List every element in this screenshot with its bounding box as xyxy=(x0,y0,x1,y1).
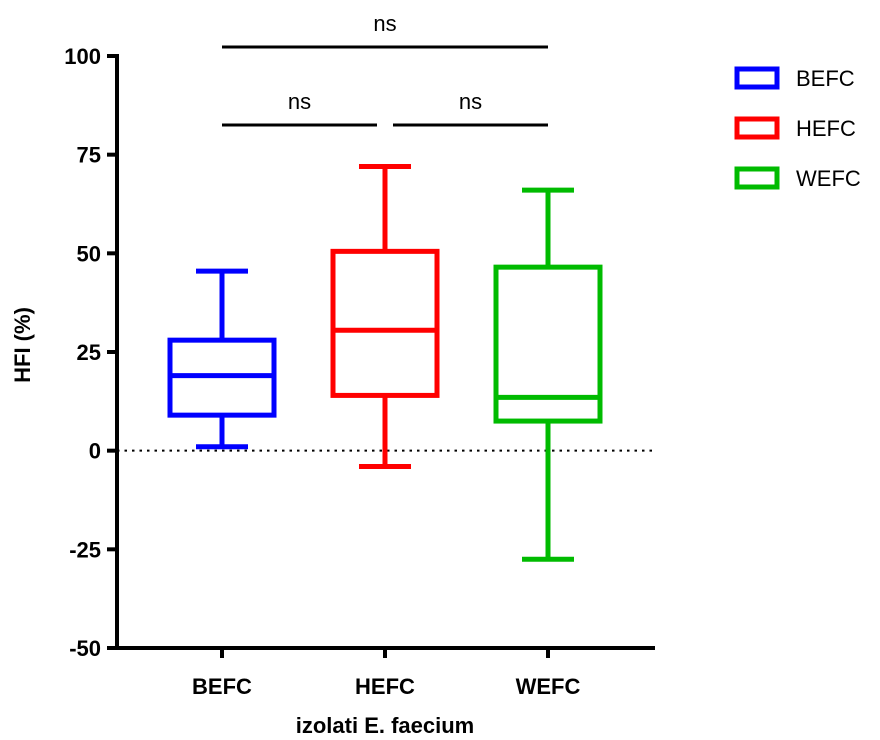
legend-item-hefc: HEFC xyxy=(734,116,856,141)
y-tick-label: 50 xyxy=(77,241,101,266)
y-tick-label: -50 xyxy=(69,636,101,661)
box-befc xyxy=(167,268,277,450)
y-tick-label: 75 xyxy=(77,143,101,168)
x-ticks: BEFC HEFC WEFC xyxy=(192,648,580,699)
legend-label: BEFC xyxy=(796,66,855,91)
legend-swatch xyxy=(734,116,780,140)
y-tick-label: -25 xyxy=(69,537,101,562)
x-tick-label: BEFC xyxy=(192,674,252,699)
legend-swatch xyxy=(734,166,780,190)
axes: 100 75 50 25 0 -25 -50 BEFC HEFC WEFC xyxy=(64,44,655,699)
legend: BEFC HEFC WEFC xyxy=(734,66,861,191)
x-tick-label: HEFC xyxy=(355,674,415,699)
significance-brackets: ns ns ns xyxy=(222,11,548,127)
iqr-box xyxy=(330,248,440,398)
comparison-label: ns xyxy=(288,89,311,114)
boxes-layer xyxy=(167,164,603,562)
legend-label: HEFC xyxy=(796,116,856,141)
legend-item-befc: BEFC xyxy=(734,66,855,91)
x-tick-label: WEFC xyxy=(516,674,581,699)
legend-label: WEFC xyxy=(796,166,861,191)
y-ticks: 100 75 50 25 0 -25 -50 xyxy=(64,44,117,661)
y-tick-label: 25 xyxy=(77,340,101,365)
x-axis-title: izolati E. faecium xyxy=(296,713,475,738)
comparison-label: ns xyxy=(373,11,396,36)
legend-item-wefc: WEFC xyxy=(734,166,861,191)
legend-swatch xyxy=(734,66,780,90)
y-tick-label: 100 xyxy=(64,44,101,69)
box-hefc xyxy=(330,164,440,469)
y-tick-label: 0 xyxy=(89,439,101,464)
y-axis-title: HFI (%) xyxy=(10,307,35,383)
box-wefc xyxy=(493,187,603,562)
comparison-label: ns xyxy=(459,89,482,114)
